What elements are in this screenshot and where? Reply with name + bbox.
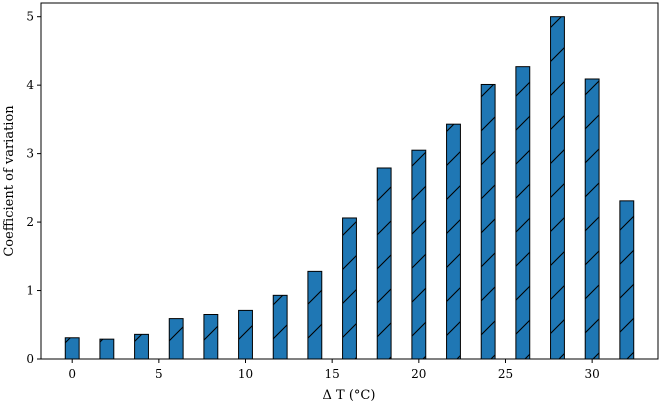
bar-hatch: [584, 78, 600, 360]
bar-hatch: [134, 333, 149, 360]
y-tick-label: 3: [26, 147, 34, 161]
y-tick-label: 1: [26, 284, 34, 298]
bar-hatch: [272, 294, 288, 360]
x-tick-label: 5: [155, 367, 163, 381]
bar-hatch: [376, 167, 392, 360]
bar-hatch: [446, 123, 461, 360]
bar-hatch: [64, 337, 80, 360]
x-tick-label: 10: [238, 367, 253, 381]
y-axis-label: Coefficient of variation: [2, 105, 17, 257]
y-tick-label: 2: [26, 215, 34, 229]
bar-hatch: [238, 309, 253, 360]
x-tick-label: 20: [411, 367, 426, 381]
bar-hatch: [411, 149, 427, 360]
bar-hatch: [342, 217, 357, 360]
x-tick-label: 0: [68, 367, 76, 381]
bar-hatch: [515, 66, 531, 360]
y-tick-label: 4: [26, 78, 34, 92]
x-tick-label: 30: [584, 367, 599, 381]
bar-hatch: [307, 270, 323, 360]
x-axis-ticks: 0 5 10 15 20 25 30: [68, 359, 600, 381]
y-tick-label: 0: [26, 352, 34, 366]
bar-hatch: [480, 83, 496, 360]
x-axis-label: Δ T (°C): [323, 388, 376, 403]
bars-group: [64, 16, 635, 360]
x-tick-label: 15: [325, 367, 340, 381]
y-axis-ticks: 0 1 2 3 4 5: [26, 10, 41, 366]
x-tick-label: 25: [498, 367, 513, 381]
bar-hatch: [99, 338, 115, 360]
bar-hatch: [168, 318, 184, 360]
bar-hatch: [550, 16, 565, 360]
plot-frame: [40, 2, 659, 360]
bar-hatch: [619, 200, 635, 360]
bar-hatch: [203, 314, 219, 360]
y-tick-label: 5: [26, 10, 34, 24]
